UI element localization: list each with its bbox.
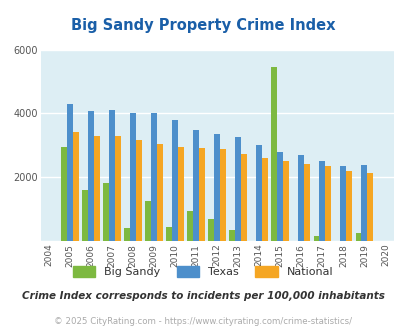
Bar [235,137,241,241]
Bar [115,136,121,241]
Bar [360,165,367,241]
Bar [303,164,309,241]
Bar [151,113,157,241]
Bar [73,132,79,241]
Bar [277,151,283,241]
Bar [187,211,193,241]
Bar [145,201,151,241]
Bar [324,166,330,241]
Bar [220,149,226,241]
Bar [82,190,88,241]
Text: Crime Index corresponds to incidents per 100,000 inhabitants: Crime Index corresponds to incidents per… [21,291,384,301]
Bar [298,155,303,241]
Bar [124,227,130,241]
Bar [130,113,136,241]
Bar [367,173,372,241]
Bar [214,134,220,241]
Bar [198,148,205,241]
Bar [262,158,267,241]
Bar [61,147,67,241]
Bar [88,111,94,241]
Bar [355,233,360,241]
Bar [319,160,324,241]
Bar [256,145,262,241]
Bar [172,120,178,241]
Text: Big Sandy Property Crime Index: Big Sandy Property Crime Index [70,18,335,33]
Bar [313,236,319,241]
Bar [339,166,345,241]
Bar [103,183,109,241]
Bar [94,136,100,241]
Bar [157,144,162,241]
Bar [193,130,198,241]
Bar [283,161,288,241]
Legend: Big Sandy, Texas, National: Big Sandy, Texas, National [68,261,337,281]
Bar [229,230,235,241]
Bar [208,219,214,241]
Bar [109,110,115,241]
Bar [178,147,183,241]
Bar [166,227,172,241]
Text: © 2025 CityRating.com - https://www.cityrating.com/crime-statistics/: © 2025 CityRating.com - https://www.city… [54,317,351,326]
Bar [345,171,351,241]
Bar [136,141,142,241]
Bar [241,154,247,241]
Bar [271,67,277,241]
Bar [67,104,73,241]
